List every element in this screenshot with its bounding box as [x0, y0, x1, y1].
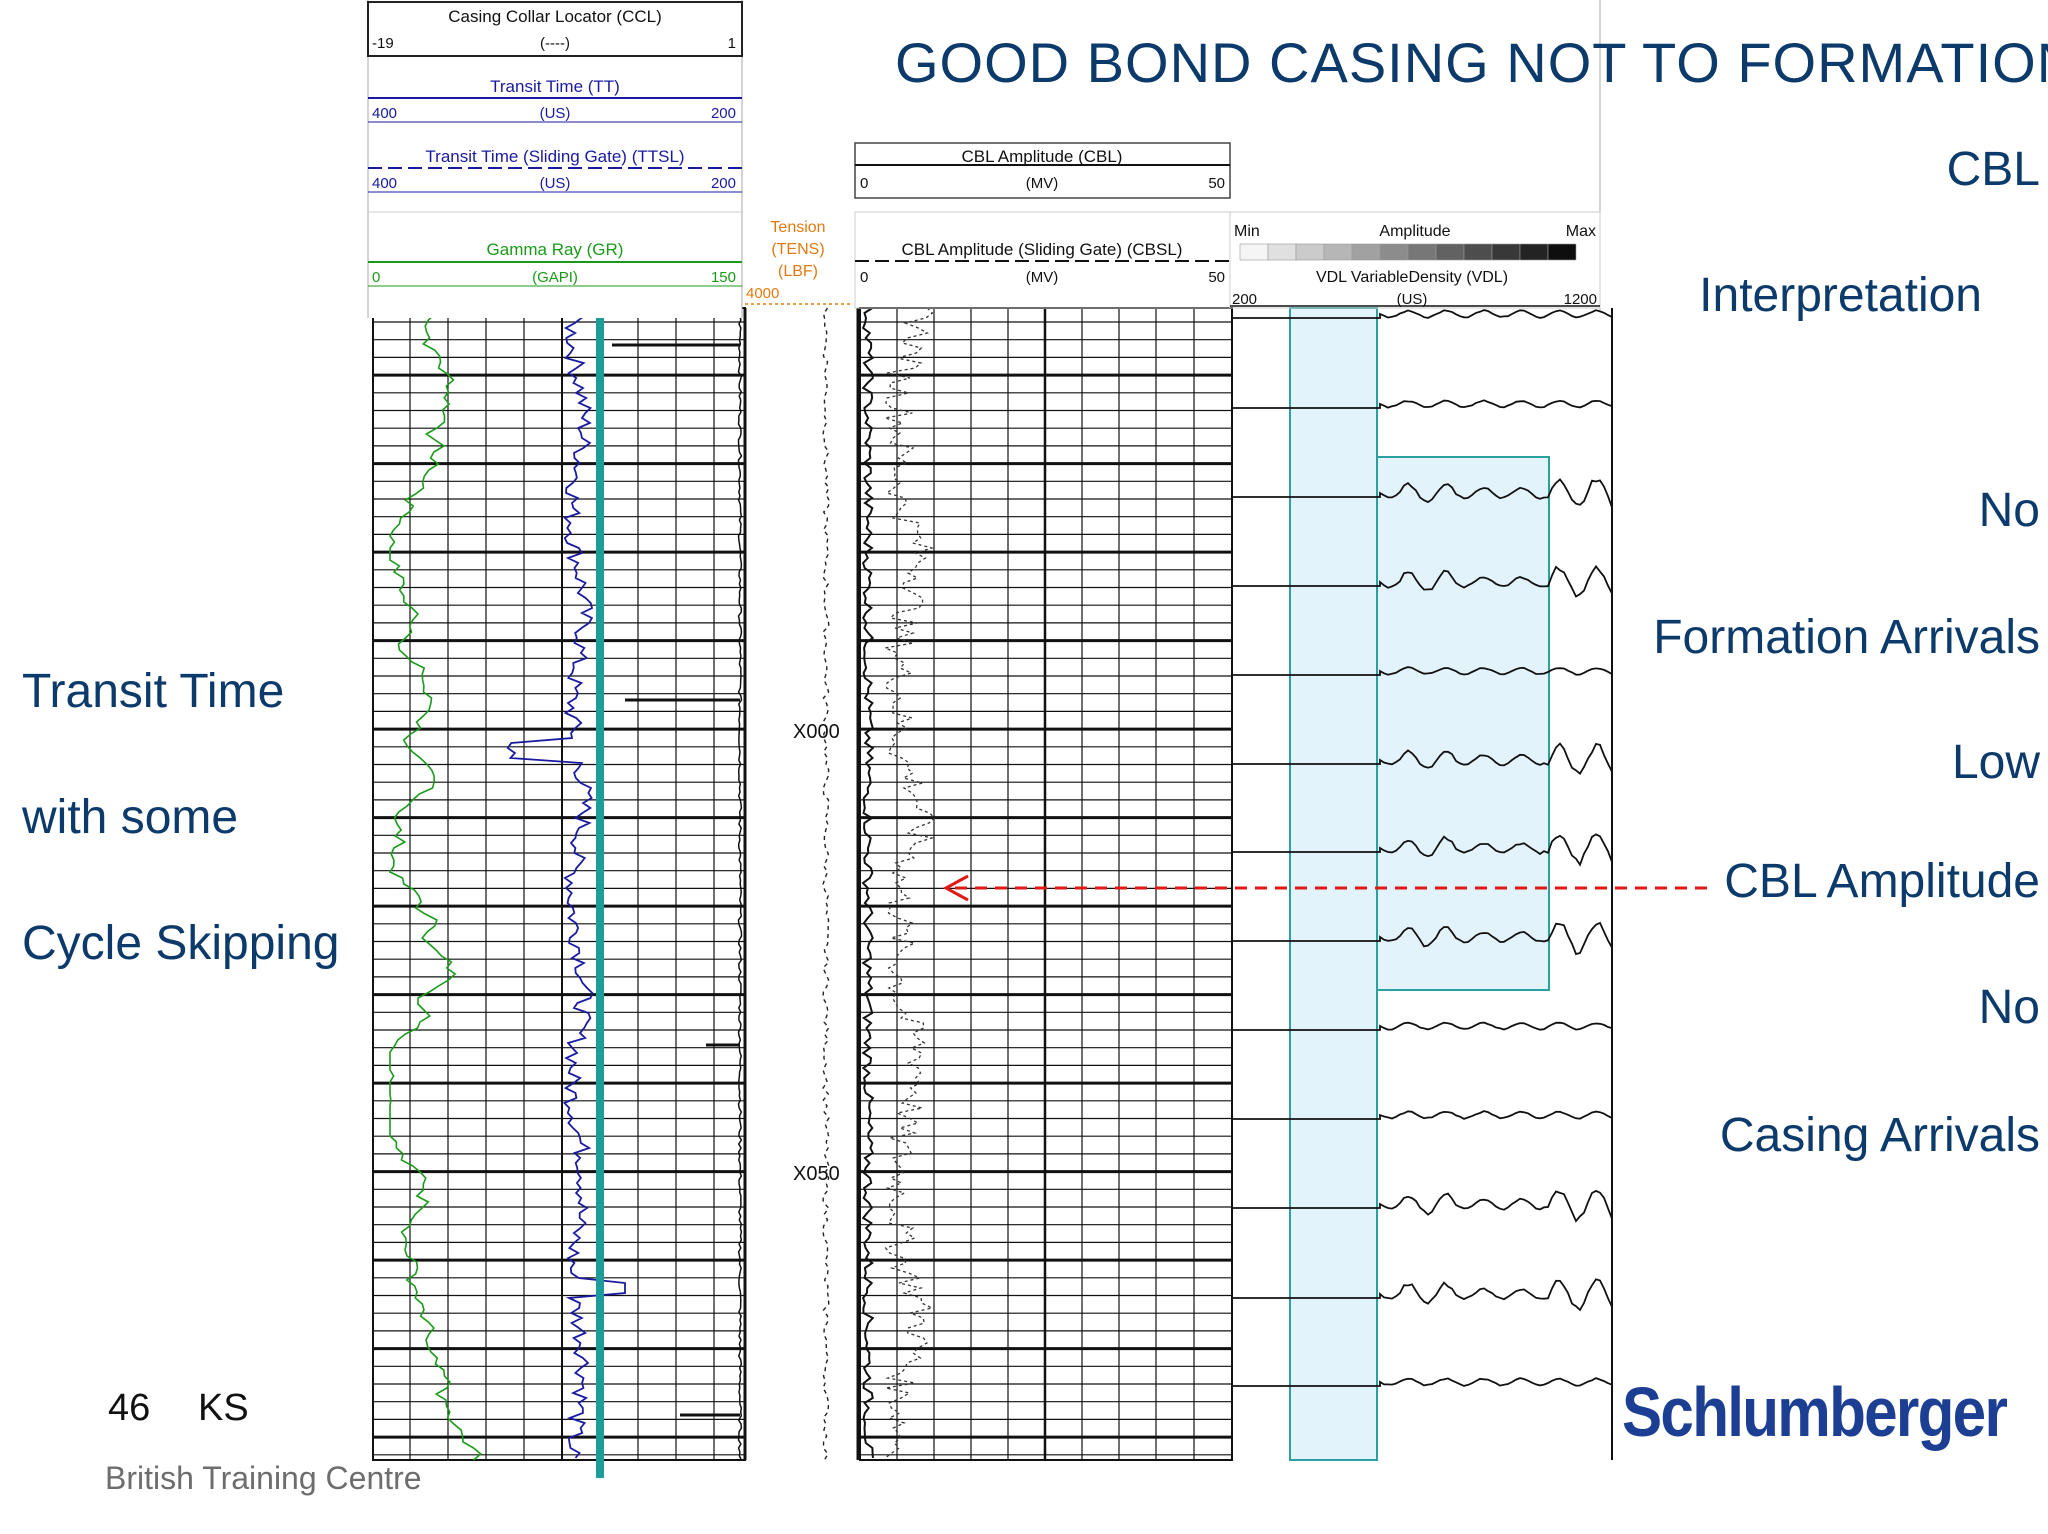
amp-min: Min: [1234, 223, 1260, 240]
tt-title: Transit Time (TT): [490, 77, 620, 96]
vdl-waveforms: [1232, 309, 1613, 1387]
cbl-amplitude-arrow-head: [942, 874, 969, 902]
amp-max: Max: [1566, 223, 1596, 240]
vdl-waveform-trace: [1232, 1377, 1613, 1387]
tt-unit: (US): [540, 105, 571, 122]
amplitude-scale-cell: [1351, 243, 1381, 261]
tension-curve: [822, 307, 830, 1461]
tens-unit: (LBF): [778, 263, 818, 280]
cbsl-title: CBL Amplitude (Sliding Gate) (CBSL): [902, 240, 1183, 259]
slide-title: GOOD BOND CASING NOT TO FORMATION: [895, 31, 2048, 94]
footer-text: British Training Centre: [105, 1460, 422, 1496]
amplitude-scale-cell: [1519, 243, 1549, 261]
amplitude-scale-cell: [1435, 243, 1465, 261]
vdl-waveform-trace: [1232, 742, 1613, 775]
cbsl-left-scale: 0: [860, 269, 868, 286]
cbl-title: CBL Amplitude (CBL): [962, 147, 1123, 166]
label-cbl-amplitude: CBL Amplitude: [1724, 855, 2040, 908]
cbl-left-scale: 0: [860, 175, 868, 192]
author-initials: KS: [198, 1387, 249, 1429]
formation-arrival-highlight: [1376, 456, 1550, 991]
log-header: Casing Collar Locator (CCL) -19 (----) 1…: [367, 0, 1601, 318]
gr-right-scale: 150: [711, 269, 736, 286]
label-no-formation: No: [1978, 484, 2040, 537]
vdl-unit: (US): [1397, 291, 1428, 308]
vdl-waveform-trace: [1232, 399, 1613, 409]
tens-value: 4000: [746, 285, 779, 302]
track1-grid: [372, 307, 746, 1461]
label-no-casing: No: [1978, 981, 2040, 1034]
amplitude-scale-cell: [1323, 243, 1353, 261]
amplitude-scale-cell: [1547, 243, 1577, 261]
vdl-right-scale: 1200: [1564, 291, 1597, 308]
depth-mark-x000: X000: [793, 721, 840, 743]
casing-arrival-highlight: [1289, 307, 1378, 1461]
vdl-waveform-trace: [1232, 309, 1613, 319]
schlumberger-logo: Schlumberger: [1622, 1373, 2008, 1451]
vdl-waveform-trace: [1232, 1021, 1613, 1031]
depth-mark-x050: X050: [793, 1163, 840, 1185]
ccl-curve: [737, 307, 743, 1461]
label-with-some: with some: [22, 791, 239, 844]
amplitude-scale-cell: [1379, 243, 1409, 261]
ttsl-unit: (US): [540, 175, 571, 192]
amplitude-scale-cell: [1407, 243, 1437, 261]
cbl-unit: (MV): [1026, 175, 1059, 192]
ttsl-left-scale: 400: [372, 175, 397, 192]
vdl-waveform-trace: [1232, 833, 1613, 867]
vdl-waveform-trace: [1232, 1110, 1613, 1120]
amplitude-scale-cell: [1295, 243, 1325, 261]
label-cycle-skipping: Cycle Skipping: [22, 917, 340, 970]
ccl-right-scale: 1: [728, 35, 736, 52]
ccl-left-scale: -19: [372, 35, 394, 52]
gr-unit: (GAPI): [532, 269, 578, 286]
transit-time-curve: [506, 307, 626, 1459]
cbsl-right-scale: 50: [1208, 269, 1225, 286]
tt-right-scale: 200: [711, 105, 736, 122]
vdl-waveform-trace: [1232, 478, 1613, 508]
amp-title: Amplitude: [1379, 223, 1450, 240]
ttsl-right-scale: 200: [711, 175, 736, 192]
vdl-waveform-trace: [1232, 1278, 1613, 1312]
label-transit-time: Transit Time: [22, 665, 285, 718]
label-formation-arrivals: Formation Arrivals: [1653, 611, 2040, 664]
cbl-track-grid: [743, 307, 1233, 1461]
tens-mnemonic: (TENS): [771, 241, 824, 258]
cbsl-unit: (MV): [1026, 269, 1059, 286]
vdl-waveform-trace: [1232, 1189, 1613, 1223]
amplitude-scale-cell: [1463, 243, 1493, 261]
amplitude-scale-cell: [1267, 243, 1297, 261]
cbsl-amplitude-curve: [882, 307, 936, 1459]
vdl-waveform-trace: [1232, 921, 1613, 956]
page-number: 46: [108, 1387, 151, 1429]
amplitude-grayscale-bar: [1239, 243, 1577, 261]
gr-left-scale: 0: [372, 269, 380, 286]
vdl-title: VDL VariableDensity (VDL): [1316, 269, 1508, 286]
vdl-left-scale: 200: [1232, 291, 1257, 308]
vdl-waveform-trace: [1232, 564, 1613, 598]
cbl-right-scale: 50: [1208, 175, 1225, 192]
label-low: Low: [1951, 736, 2040, 789]
gr-title: Gamma Ray (GR): [487, 240, 624, 259]
cbl-amplitude-curve: [861, 307, 875, 1459]
ccl-unit: (----): [540, 35, 570, 52]
vdl-waveform-trace: [1232, 666, 1613, 676]
amplitude-scale-cell: [1491, 243, 1521, 261]
tens-title: Tension: [770, 219, 825, 236]
tt-left-scale: 400: [372, 105, 397, 122]
ccl-title: Casing Collar Locator (CCL): [448, 7, 662, 26]
gamma-ray-curve: [388, 307, 483, 1461]
label-casing-arrivals: Casing Arrivals: [1719, 1109, 2040, 1162]
label-cbl: CBL: [1946, 143, 2040, 196]
amplitude-scale-cell: [1239, 243, 1269, 261]
label-interpretation: Interpretation: [1699, 269, 1982, 322]
ttsl-title: Transit Time (Sliding Gate) (TTSL): [425, 147, 684, 166]
